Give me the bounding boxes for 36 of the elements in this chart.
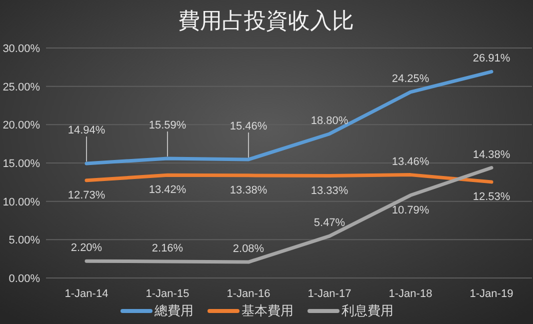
x-tick-label: 1-Jan-19 [470,288,514,300]
y-tick-label: 5.00% [8,234,40,247]
data-label: 2.16% [152,242,184,254]
data-label: 10.79% [392,204,430,216]
data-label: 5.47% [314,217,346,230]
data-label: 14.38% [472,148,510,161]
data-label: 14.94% [68,124,106,136]
data-label: 13.42% [148,184,186,196]
y-tick-label: 25.00% [2,81,40,94]
x-tick-label: 1-Jan-15 [146,288,190,300]
data-label: 13.46% [392,156,430,168]
y-tick-label: 20.00% [2,120,40,132]
data-label: 13.33% [310,184,348,197]
data-label: 26.91% [472,52,510,65]
y-tick-label: 0.00% [8,273,40,285]
x-tick-label: 1-Jan-14 [64,288,108,300]
x-tick-label: 1-Jan-16 [226,288,270,300]
data-label: 12.73% [68,189,106,202]
data-label: 13.38% [230,184,268,196]
x-tick-label: 1-Jan-18 [388,288,432,300]
data-label: 15.46% [230,120,268,132]
data-label: 18.80% [310,114,348,127]
chart-title: 費用占投資收入比 [178,8,354,33]
x-tick-label: 1-Jan-17 [308,288,352,300]
data-label: 15.59% [148,119,186,132]
line-series [84,173,494,184]
legend-label: 基本費用 [242,303,294,318]
data-label: 12.53% [472,190,510,203]
data-label: 2.08% [232,243,264,256]
data-label: 2.20% [70,242,102,254]
legend-label: 利息費用 [342,303,394,318]
y-tick-label: 10.00% [2,196,40,208]
y-tick-label: 15.00% [2,158,40,170]
y-tick-label: 30.00% [2,43,40,55]
legend-label: 總費用 [154,303,194,318]
data-label: 24.25% [392,73,430,86]
